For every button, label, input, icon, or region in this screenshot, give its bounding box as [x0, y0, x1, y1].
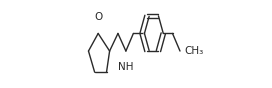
Text: CH₃: CH₃ — [184, 46, 204, 56]
Text: O: O — [94, 12, 102, 22]
Text: NH: NH — [118, 62, 134, 73]
